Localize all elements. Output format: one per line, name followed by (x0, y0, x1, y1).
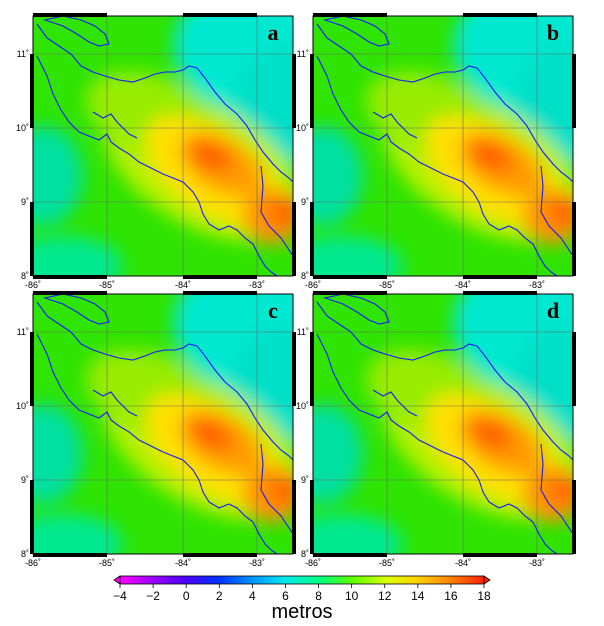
panel-frame (312, 15, 574, 277)
lat-tick-label: 8˚ (21, 271, 29, 281)
lon-tick-label: -83˚ (529, 558, 545, 568)
lon-tick-label: -85˚ (379, 558, 395, 568)
grid-lines (33, 294, 293, 554)
lat-tick-label: 11˚ (17, 49, 29, 59)
colorbar-tick-label: −4 (113, 589, 127, 603)
colorbar-tick-label: 18 (477, 589, 491, 603)
lat-tick-label: 9˚ (301, 475, 309, 485)
lat-tick-label: 8˚ (301, 271, 309, 281)
colorbar-bar (119, 575, 485, 585)
frame-ticks (310, 13, 576, 279)
colorbar-tick-label: 6 (282, 589, 289, 603)
lon-tick-label: -84˚ (175, 558, 191, 568)
lat-tick-label: 10˚ (296, 123, 309, 133)
lon-tick-label: -84˚ (455, 558, 471, 568)
lat-tick-label: 11˚ (17, 327, 29, 337)
lon-tick-label: -86˚ (305, 280, 321, 290)
colorbar-tick-label: 0 (183, 589, 190, 603)
coastline (36, 16, 293, 276)
lon-tick-label: -86˚ (25, 280, 41, 290)
map-panel-b: b -86˚ -85˚ -84˚ -83˚ 8˚ 9˚ 10˚ 11˚ (296, 13, 576, 290)
colorbar-tick-label: 2 (216, 589, 223, 603)
panel-frame (32, 293, 294, 555)
colorbar-tick-label: 12 (378, 589, 392, 603)
lat-tick-label: 9˚ (301, 197, 309, 207)
colorbar-tick-label: −2 (146, 589, 160, 603)
frame-ticks (310, 291, 576, 557)
lat-tick-label: 10˚ (296, 401, 309, 411)
grid-lines (313, 294, 573, 554)
lat-tick-label: 10˚ (16, 123, 29, 133)
grid-lines (33, 16, 293, 276)
grid-lines (313, 16, 573, 276)
lon-tick-label: -85˚ (379, 280, 395, 290)
map-panel-d: d -86˚ -85˚ -84˚ -83˚ 8˚ 9˚ 10˚ 11˚ (296, 291, 576, 568)
lat-tick-label: 9˚ (21, 197, 29, 207)
colorbar-tick-label: 10 (345, 589, 359, 603)
colorbar-left-arrow (113, 575, 121, 585)
lon-tick-label: -83˚ (249, 558, 265, 568)
lat-tick-label: 9˚ (21, 475, 29, 485)
colorbar-tick-label: 8 (315, 589, 322, 603)
lon-tick-label: -86˚ (25, 558, 41, 568)
lon-tick-label: -84˚ (455, 280, 471, 290)
colorbar-tick-label: 14 (411, 589, 425, 603)
lon-tick-label: -86˚ (305, 558, 321, 568)
coastline (36, 294, 293, 554)
panel-letter: c (268, 298, 278, 323)
panel-letter: b (547, 20, 559, 45)
lon-tick-label: -85˚ (99, 558, 115, 568)
lat-tick-label: 10˚ (16, 401, 29, 411)
map-panel-a: a -86˚ -85˚ -84˚ -83˚ 8˚ 9˚ 10˚ 11˚ (16, 13, 296, 290)
colorbar-right-arrow (483, 575, 491, 585)
panel-letter: d (547, 298, 559, 323)
lon-tick-label: -85˚ (99, 280, 115, 290)
panel-letter: a (268, 20, 279, 45)
map-panel-c: c -86˚ -85˚ -84˚ -83˚ 8˚ 9˚ 10˚ 11˚ (16, 291, 296, 568)
colorbar-tick-label: 16 (444, 589, 458, 603)
colorbar-tick-label: 4 (249, 589, 256, 603)
frame-ticks (30, 291, 296, 557)
coastline (316, 294, 573, 554)
lon-tick-label: -84˚ (175, 280, 191, 290)
panel-frame (312, 293, 574, 555)
coastline (316, 16, 573, 276)
lon-tick-label: -83˚ (249, 280, 265, 290)
frame-ticks (30, 13, 296, 279)
lat-tick-label: 8˚ (21, 549, 29, 559)
lon-tick-label: -83˚ (529, 280, 545, 290)
lat-tick-label: 11˚ (297, 327, 309, 337)
panel-frame (32, 15, 294, 277)
lat-tick-label: 8˚ (301, 549, 309, 559)
lat-tick-label: 11˚ (297, 49, 309, 59)
colorbar-title: metros (271, 601, 332, 623)
colorbar: −4 −2 0 2 4 6 8 10 12 14 16 18 metros (113, 575, 491, 623)
